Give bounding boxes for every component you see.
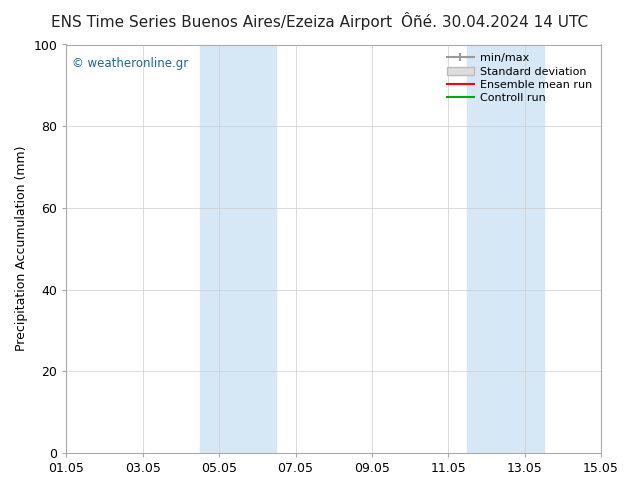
Y-axis label: Precipitation Accumulation (mm): Precipitation Accumulation (mm) [15, 146, 28, 351]
Text: Ôñé. 30.04.2024 14 UTC: Ôñé. 30.04.2024 14 UTC [401, 15, 588, 30]
Text: ENS Time Series Buenos Aires/Ezeiza Airport: ENS Time Series Buenos Aires/Ezeiza Airp… [51, 15, 392, 30]
Bar [467, 45, 544, 453]
Bar [200, 45, 276, 453]
Text: © weatheronline.gr: © weatheronline.gr [72, 57, 188, 70]
Legend: min/max, Standard deviation, Ensemble mean run, Controll run: min/max, Standard deviation, Ensemble me… [443, 50, 595, 107]
